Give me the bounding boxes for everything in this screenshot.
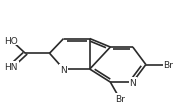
Text: Br: Br: [163, 60, 173, 69]
Text: N: N: [60, 65, 67, 74]
Text: Br: Br: [115, 94, 125, 103]
Text: HO: HO: [4, 36, 18, 45]
Text: HN: HN: [4, 62, 18, 71]
Text: N: N: [129, 78, 136, 87]
